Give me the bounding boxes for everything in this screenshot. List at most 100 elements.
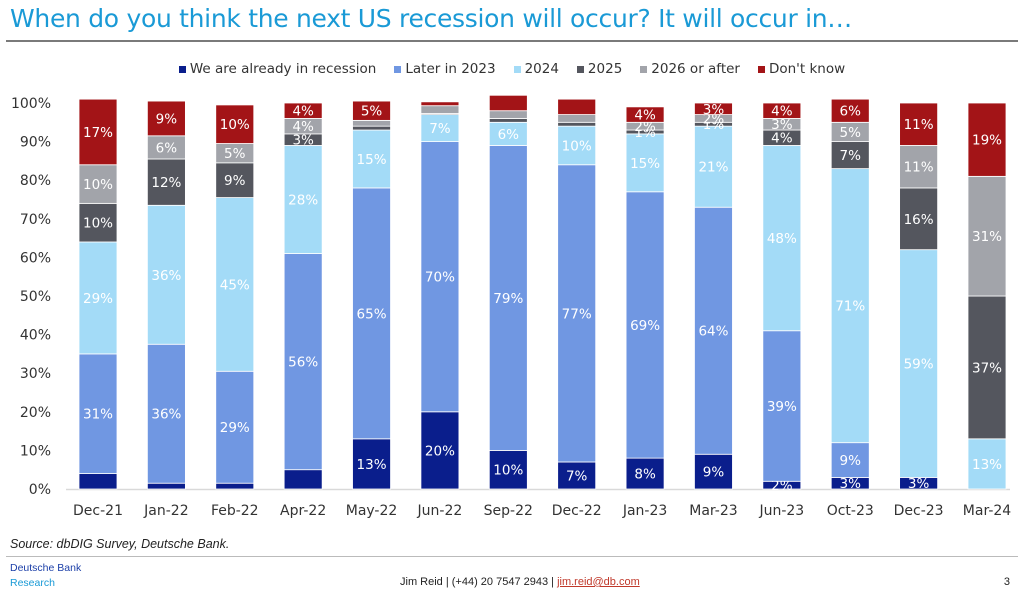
bar-segment bbox=[830, 98, 870, 123]
x-tick-label: Feb-22 bbox=[211, 503, 259, 519]
x-tick-label: Mar-24 bbox=[963, 503, 1011, 519]
data-label: 79% bbox=[493, 291, 523, 307]
bar-segment bbox=[352, 119, 391, 127]
bar-segment bbox=[420, 114, 460, 143]
x-tick-label: Dec-22 bbox=[552, 503, 602, 519]
bar-segment bbox=[215, 197, 255, 372]
bar-segment bbox=[283, 145, 323, 254]
bar-segment bbox=[557, 98, 597, 115]
bar-segment bbox=[215, 482, 255, 490]
bar-segment bbox=[283, 102, 323, 119]
bar-group: 31% 29% 10% 10% 17% bbox=[78, 98, 118, 490]
legend-item: 2026 or after bbox=[640, 61, 740, 77]
bar-segment bbox=[420, 411, 460, 490]
bar-segment bbox=[625, 133, 665, 193]
bar-segment bbox=[420, 101, 460, 107]
y-tick-label: 80% bbox=[20, 173, 51, 189]
data-label: 28% bbox=[288, 193, 318, 209]
data-label: 5% bbox=[224, 146, 246, 162]
data-label: 10% bbox=[83, 216, 113, 232]
data-label: 7% bbox=[566, 468, 588, 484]
legend-item: We are already in recession bbox=[178, 61, 377, 77]
data-label: 7% bbox=[840, 148, 862, 164]
data-label: 9% bbox=[224, 173, 246, 189]
y-tick-label: 20% bbox=[20, 405, 51, 421]
data-label: 11% bbox=[904, 117, 934, 133]
data-label: 8% bbox=[634, 467, 656, 483]
bar-segment bbox=[694, 125, 733, 208]
contact-email-link[interactable]: jim.reid@db.com bbox=[557, 576, 640, 588]
legend-label: Don't know bbox=[768, 61, 846, 77]
data-label: 16% bbox=[904, 212, 934, 228]
chart-title: When do you think the next US recession … bbox=[10, 4, 852, 33]
bar-segment bbox=[352, 187, 391, 440]
bar-group: 13% 37% 31% 19% bbox=[967, 102, 1007, 490]
bar-segment bbox=[899, 145, 939, 189]
y-tick-label: 100% bbox=[11, 96, 51, 112]
x-tick-label: Mar-23 bbox=[689, 503, 737, 519]
bar-segment bbox=[146, 204, 186, 345]
bar-group: 20% 70% 7% bbox=[420, 101, 460, 490]
bar-segment bbox=[352, 129, 391, 189]
bar-segment bbox=[420, 141, 460, 413]
data-label: 36% bbox=[151, 268, 181, 284]
x-tick-label: Jun-23 bbox=[758, 503, 804, 519]
data-label: 6% bbox=[156, 140, 178, 156]
brand-research: Research bbox=[10, 577, 55, 589]
bar-segment bbox=[352, 125, 391, 131]
bar-segment bbox=[830, 141, 870, 170]
data-label: 4% bbox=[292, 104, 314, 120]
bar-segment bbox=[967, 175, 1007, 297]
data-label: 31% bbox=[83, 407, 113, 423]
bar-group: 36% 36% 12% 6% 9% bbox=[146, 100, 186, 490]
source-note: Source: dbDIG Survey, Deutsche Bank. bbox=[10, 537, 230, 551]
y-tick-label: 50% bbox=[20, 289, 51, 305]
legend-item: Don't know bbox=[757, 61, 846, 77]
legend-label: Later in 2023 bbox=[405, 61, 496, 77]
data-label: 3% bbox=[703, 102, 725, 118]
bar-segment bbox=[899, 249, 939, 478]
bar-group: 13% 65% 15% 5% bbox=[352, 100, 391, 490]
bar-group: 9%64%21%1%2%3% bbox=[694, 102, 733, 490]
bar-segment bbox=[78, 473, 118, 490]
data-label: 64% bbox=[698, 324, 728, 340]
y-tick-label: 40% bbox=[20, 328, 51, 344]
bar-segment bbox=[557, 164, 597, 463]
data-label: 19% bbox=[972, 133, 1002, 149]
legend-item: Later in 2023 bbox=[394, 61, 496, 77]
bar-segment bbox=[146, 100, 186, 137]
legend-item: 2025 bbox=[576, 61, 623, 77]
data-label: 15% bbox=[630, 156, 660, 172]
bar-segment bbox=[557, 114, 597, 123]
bar-segment bbox=[762, 330, 802, 482]
bar-segment bbox=[78, 98, 118, 166]
x-tick-label: Apr-22 bbox=[280, 503, 326, 519]
bar-segment bbox=[967, 438, 1007, 490]
stacked-bar-chart: 0% 10% 20% 30% 40% 50% 60% 70% 80% 90% 100% 31% 29% 1… bbox=[11, 94, 1011, 519]
bar-segment bbox=[488, 449, 528, 490]
bar-segment bbox=[283, 469, 323, 490]
bar-segment bbox=[420, 105, 460, 114]
legend-label: 2025 bbox=[587, 61, 623, 77]
bar-group: 10% 79% 6% bbox=[488, 94, 528, 490]
data-label: 31% bbox=[972, 229, 1002, 245]
legend-label: We are already in recession bbox=[189, 61, 377, 77]
bar-group: 7% 77% 10% bbox=[557, 98, 597, 490]
data-label: 5% bbox=[361, 104, 383, 120]
data-label: 17% bbox=[83, 125, 113, 141]
data-label: 6% bbox=[840, 104, 862, 120]
data-label: 37% bbox=[972, 360, 1002, 376]
data-label: 3% bbox=[908, 476, 930, 492]
data-label: 69% bbox=[630, 318, 660, 334]
x-tick-label: Dec-21 bbox=[73, 503, 123, 519]
bar-group: 29% 45% 9% 5% 10% bbox=[215, 104, 255, 490]
bar-segment bbox=[557, 125, 597, 166]
bar-segment bbox=[215, 104, 255, 144]
data-label: 10% bbox=[220, 117, 250, 133]
y-tick-label: 90% bbox=[20, 135, 51, 151]
data-label: 3% bbox=[840, 476, 862, 492]
bar-segment bbox=[146, 482, 186, 490]
y-tick-label: 30% bbox=[20, 366, 51, 382]
data-label: 3% bbox=[292, 133, 314, 149]
data-label: 71% bbox=[835, 299, 865, 315]
